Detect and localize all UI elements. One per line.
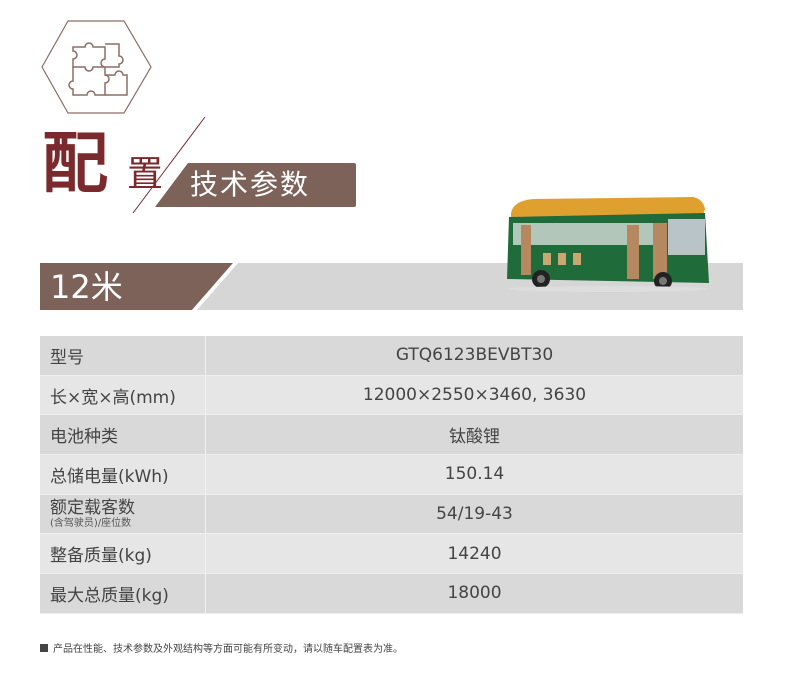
spec-value: 18000 (205, 573, 743, 614)
spec-key: 总储电量(kWh) (40, 454, 206, 495)
bus-image (507, 197, 709, 292)
bullet-square-icon (40, 644, 48, 652)
spec-key: 整备质量(kg) (40, 533, 206, 575)
spec-row: 总储电量(kWh) 150.14 (40, 454, 743, 495)
spec-key-main: 额定载客数 (50, 498, 135, 519)
disclaimer-note: 产品在性能、技术参数及外观结构等方面可能有所变动，请以随车配置表为准。 (40, 640, 403, 655)
spec-value: 12000×2550×3460, 3630 (205, 375, 743, 416)
spec-key-sub: (含驾驶员)/座位数 (50, 518, 132, 530)
spec-key: 电池种类 (40, 414, 206, 456)
spec-row: 型号 GTQ6123BEVBT30 (40, 336, 743, 376)
spec-value: 14240 (205, 533, 743, 575)
spec-value: 钛酸锂 (205, 414, 743, 456)
spec-row: 最大总质量(kg) 18000 (40, 573, 743, 614)
disclaimer-text: 产品在性能、技术参数及外观结构等方面可能有所变动，请以随车配置表为准。 (53, 644, 403, 655)
spec-key: 型号 (40, 336, 206, 376)
section-label: 12米 (50, 268, 123, 306)
title-decoration (132, 116, 356, 214)
spec-row: 整备质量(kg) 14240 (40, 533, 743, 575)
spec-value: 54/19-43 (205, 494, 743, 535)
title-tag: 技术参数 (190, 168, 311, 201)
spec-row: 电池种类 钛酸锂 (40, 414, 743, 456)
spec-row: 额定载客数 (含驾驶员)/座位数 54/19-43 (40, 494, 743, 535)
spec-key: 额定载客数 (含驾驶员)/座位数 (40, 494, 206, 535)
title-char-2: 置 (127, 154, 164, 195)
title-char-1: 配 (42, 124, 108, 202)
spec-key: 长×宽×高(mm) (40, 375, 206, 416)
spec-row: 长×宽×高(mm) 12000×2550×3460, 3630 (40, 375, 743, 416)
spec-key: 最大总质量(kg) (40, 573, 206, 614)
spec-value: GTQ6123BEVBT30 (205, 336, 743, 376)
puzzle-hexagon-icon (41, 20, 152, 114)
spec-table: 型号 GTQ6123BEVBT30 长×宽×高(mm) 12000×2550×3460… (40, 336, 743, 614)
spec-value: 150.14 (205, 454, 743, 495)
